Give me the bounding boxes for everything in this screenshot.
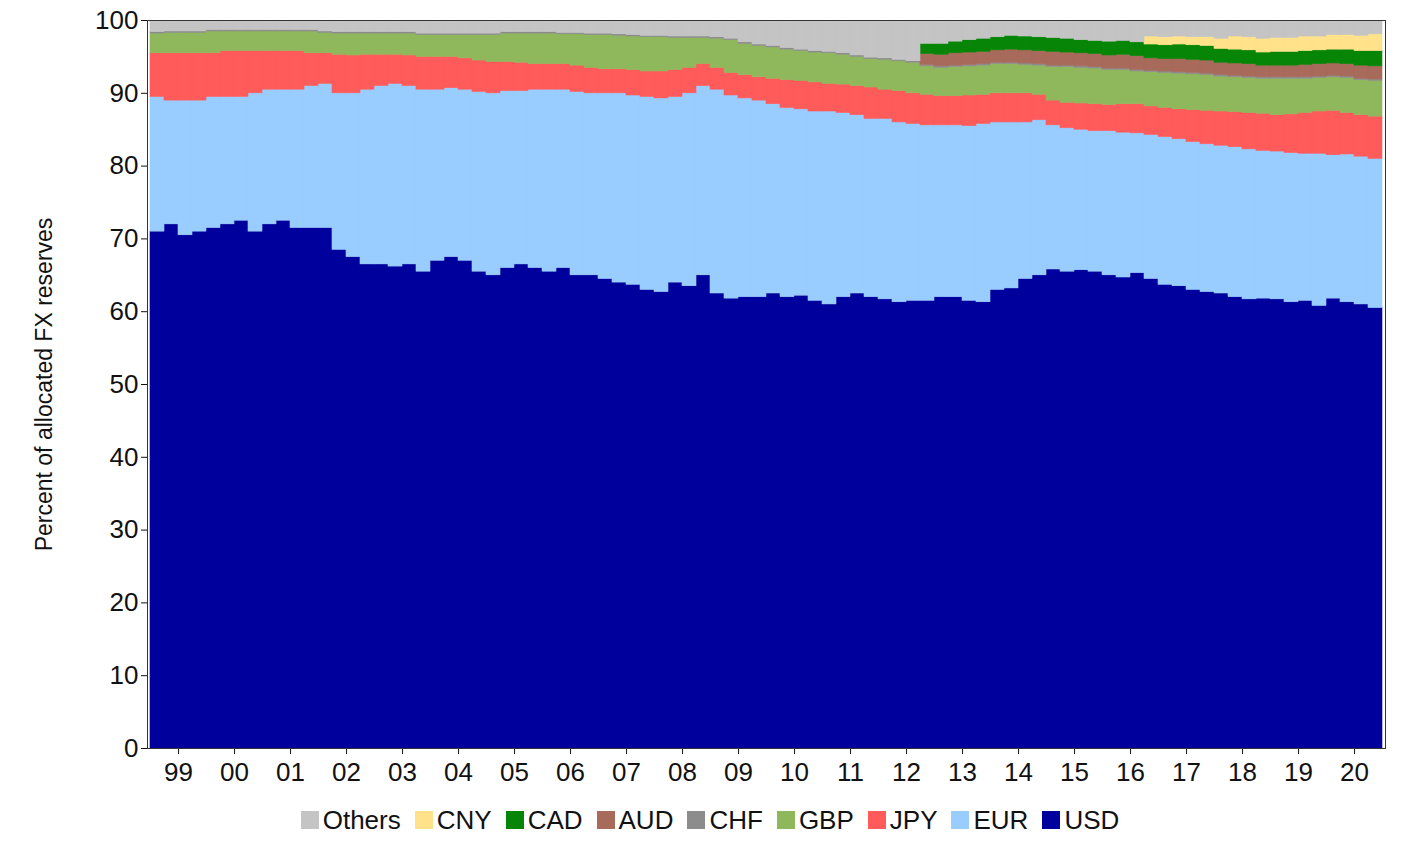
svg-text:02: 02 xyxy=(332,757,361,787)
svg-text:15: 15 xyxy=(1060,757,1089,787)
svg-text:00: 00 xyxy=(220,757,249,787)
html-text:JPY: JPY xyxy=(889,804,938,835)
svg-text:19: 19 xyxy=(1284,757,1313,787)
svg-text:60: 60 xyxy=(110,296,139,326)
html-text:CAD: CAD xyxy=(527,804,583,835)
svg-text:11: 11 xyxy=(837,757,864,787)
svg-text:20: 20 xyxy=(1340,757,1369,787)
html-text:Others: Others xyxy=(322,804,401,835)
svg-text:18: 18 xyxy=(1228,757,1257,787)
svg-text:30: 30 xyxy=(110,514,139,544)
svg-text:04: 04 xyxy=(444,757,473,787)
svg-text:07: 07 xyxy=(612,757,641,787)
svg-text:12: 12 xyxy=(892,757,921,787)
svg-text:05: 05 xyxy=(500,757,529,787)
svg-text:06: 06 xyxy=(556,757,585,787)
svg-text:Percent of allocated FX reserv: Percent of allocated FX reserves xyxy=(31,218,57,552)
html-text:EUR: EUR xyxy=(973,804,1029,835)
svg-text:08: 08 xyxy=(668,757,697,787)
svg-text:90: 90 xyxy=(110,78,139,108)
svg-text:01: 01 xyxy=(276,757,305,787)
svg-text:17: 17 xyxy=(1172,757,1201,787)
html-text:CNY: CNY xyxy=(436,804,492,835)
svg-text:10: 10 xyxy=(110,660,139,690)
html-text:USD: USD xyxy=(1064,804,1120,835)
svg-text:100: 100 xyxy=(95,5,138,35)
svg-text:10: 10 xyxy=(780,757,809,787)
svg-text:0: 0 xyxy=(124,733,138,763)
svg-text:70: 70 xyxy=(110,223,139,253)
svg-text:13: 13 xyxy=(948,757,977,787)
html-text:AUD: AUD xyxy=(618,804,674,835)
html-text:GBP: GBP xyxy=(798,804,854,835)
svg-text:03: 03 xyxy=(388,757,417,787)
svg-text:14: 14 xyxy=(1004,757,1033,787)
svg-text:80: 80 xyxy=(110,150,139,180)
svg-text:16: 16 xyxy=(1116,757,1145,787)
html-text:CHF: CHF xyxy=(709,804,763,835)
svg-text:99: 99 xyxy=(164,757,193,787)
svg-text:50: 50 xyxy=(110,369,139,399)
svg-text:09: 09 xyxy=(724,757,753,787)
svg-text:40: 40 xyxy=(110,442,139,472)
svg-text:20: 20 xyxy=(110,587,139,617)
